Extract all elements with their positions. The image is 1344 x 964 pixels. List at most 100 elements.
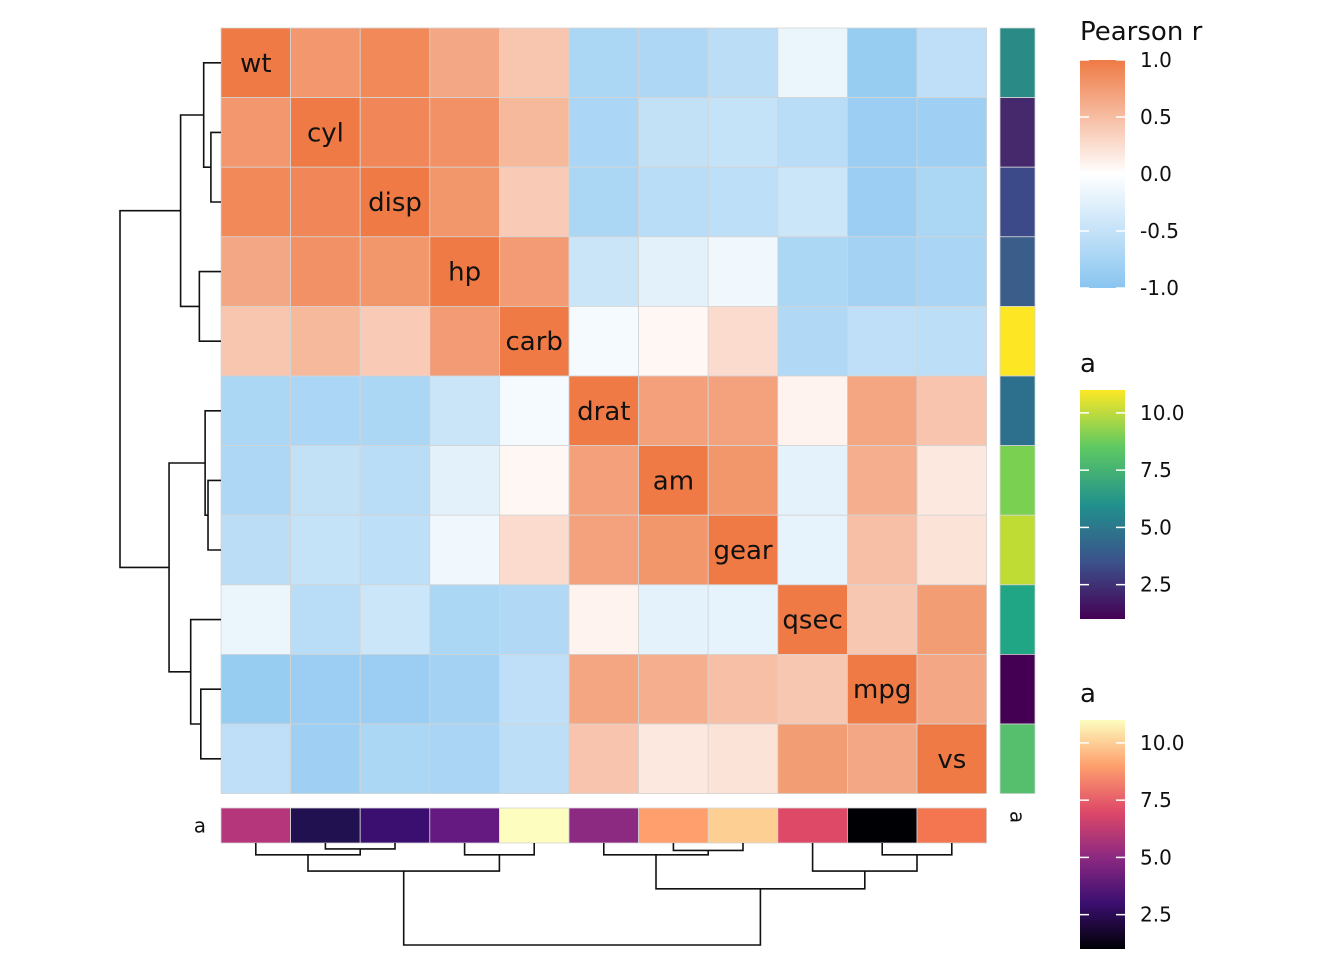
row-annotation: a — [999, 27, 1036, 823]
heatmap-cell — [498, 166, 570, 238]
legend-title: a — [1080, 679, 1096, 709]
heatmap-cell — [847, 97, 918, 168]
heatmap-cell — [777, 166, 848, 238]
heatmap-cell — [498, 375, 570, 446]
heatmap-cell — [220, 27, 291, 98]
heatmap-cell — [847, 27, 918, 98]
column-annotation-cell — [429, 807, 500, 844]
row-annotation-cell — [999, 27, 1036, 98]
row-dendrogram-branch — [204, 410, 221, 516]
heatmap-cell — [359, 375, 431, 446]
heatmap-cell — [290, 97, 361, 168]
heatmap-cell — [707, 166, 779, 238]
column-dendrogram-branch — [307, 854, 501, 872]
legend-tick-label: 0.5 — [1140, 105, 1172, 129]
heatmap-cell — [290, 236, 361, 307]
row-dendrogram-branch — [168, 462, 206, 673]
column-annotation-cell — [220, 807, 291, 844]
heatmap-cell — [498, 445, 570, 516]
heatmap-cell — [916, 27, 987, 98]
heatmap-cell — [568, 445, 639, 516]
heatmap-cell — [498, 723, 570, 794]
heatmap-cell — [847, 584, 918, 655]
heatmap-cell — [916, 236, 987, 307]
heatmap-cell — [498, 236, 570, 307]
heatmap-cell — [777, 375, 848, 446]
legend-tick-label: 10.0 — [1140, 731, 1185, 755]
heatmap-cell — [429, 584, 500, 655]
row-dendrogram — [119, 62, 221, 760]
heatmap-cell — [429, 236, 500, 307]
heatmap-cell — [290, 375, 361, 446]
heatmap-cell — [707, 514, 779, 586]
heatmap-cell — [707, 584, 779, 655]
heatmap-cell — [568, 723, 639, 794]
heatmap-cell — [359, 27, 431, 98]
heatmap-cell — [777, 27, 848, 98]
heatmap-cell — [847, 166, 918, 238]
heatmap-cell — [847, 514, 918, 586]
heatmap-cell — [638, 27, 709, 98]
heatmap-cell — [707, 27, 779, 98]
heatmap-cell — [638, 236, 709, 307]
row-annotation-cell — [999, 584, 1036, 655]
heatmap-cell — [429, 514, 500, 586]
heatmap-cell — [359, 514, 431, 586]
heatmap-cell — [290, 305, 361, 377]
heatmap-cell — [568, 97, 639, 168]
heatmap-cell — [220, 723, 291, 794]
column-annotation-cell — [498, 807, 570, 844]
heatmap-cell — [290, 27, 361, 98]
heatmap-cell — [916, 375, 987, 446]
heatmap-cell — [707, 723, 779, 794]
row-annotation-label: a — [1006, 811, 1030, 823]
heatmap-cell — [220, 236, 291, 307]
heatmap-cell — [916, 97, 987, 168]
heatmap-cell — [429, 654, 500, 725]
legends: Pearson r1.0 0.5 0.0 -0.5 -1.0 a 10.0 7.5 5.0 2.5… — [1080, 17, 1203, 949]
heatmap-cell — [220, 584, 291, 655]
legend-tick-label: 1.0 — [1140, 48, 1172, 72]
heatmap-cell — [638, 584, 709, 655]
legend-tick-label: 10.0 — [1140, 401, 1185, 425]
column-dendrogram-branch — [603, 843, 709, 856]
heatmap-cell — [429, 723, 500, 794]
heatmap-cell — [429, 97, 500, 168]
heatmap-cell — [707, 97, 779, 168]
heatmap-cell — [638, 305, 709, 377]
heatmap-cell — [638, 723, 709, 794]
heatmap-cell — [568, 514, 639, 586]
heatmap-cell — [707, 654, 779, 725]
legend-tick-label: 2.5 — [1140, 903, 1172, 927]
diagonal-label: am — [653, 466, 694, 496]
heatmap-cell — [707, 375, 779, 446]
row-dendrogram-branch — [207, 479, 221, 551]
column-annotation-cell — [290, 807, 361, 844]
heatmap-cell — [707, 445, 779, 516]
column-dendrogram-branch — [463, 843, 535, 856]
heatmap-cell — [498, 584, 570, 655]
row-annotation-cell — [999, 375, 1036, 446]
heatmap-cell — [359, 445, 431, 516]
diagonal-label: drat — [577, 397, 630, 427]
heatmap-cell — [638, 166, 709, 238]
heatmap-cell — [847, 723, 918, 794]
heatmap-cell — [638, 654, 709, 725]
column-annotation: a — [194, 807, 987, 844]
heatmap-cell — [359, 236, 431, 307]
heatmap-cell — [568, 654, 639, 725]
heatmap-cell — [847, 305, 918, 377]
heatmap-cell — [290, 445, 361, 516]
heatmap-cell — [568, 584, 639, 655]
heatmap-cell — [916, 723, 987, 794]
column-dendrogram-branch — [324, 843, 396, 850]
heatmap-cell — [290, 166, 361, 238]
heatmap-cell — [220, 375, 291, 446]
row-dendrogram-branch — [202, 62, 221, 168]
heatmap-cell — [429, 305, 500, 377]
column-annotation-cell — [568, 807, 639, 844]
row-annotation-cell — [999, 445, 1036, 516]
heatmap-cell — [777, 305, 848, 377]
legend-title: Pearson r — [1080, 17, 1203, 47]
column-dendrogram-branch — [672, 843, 744, 852]
